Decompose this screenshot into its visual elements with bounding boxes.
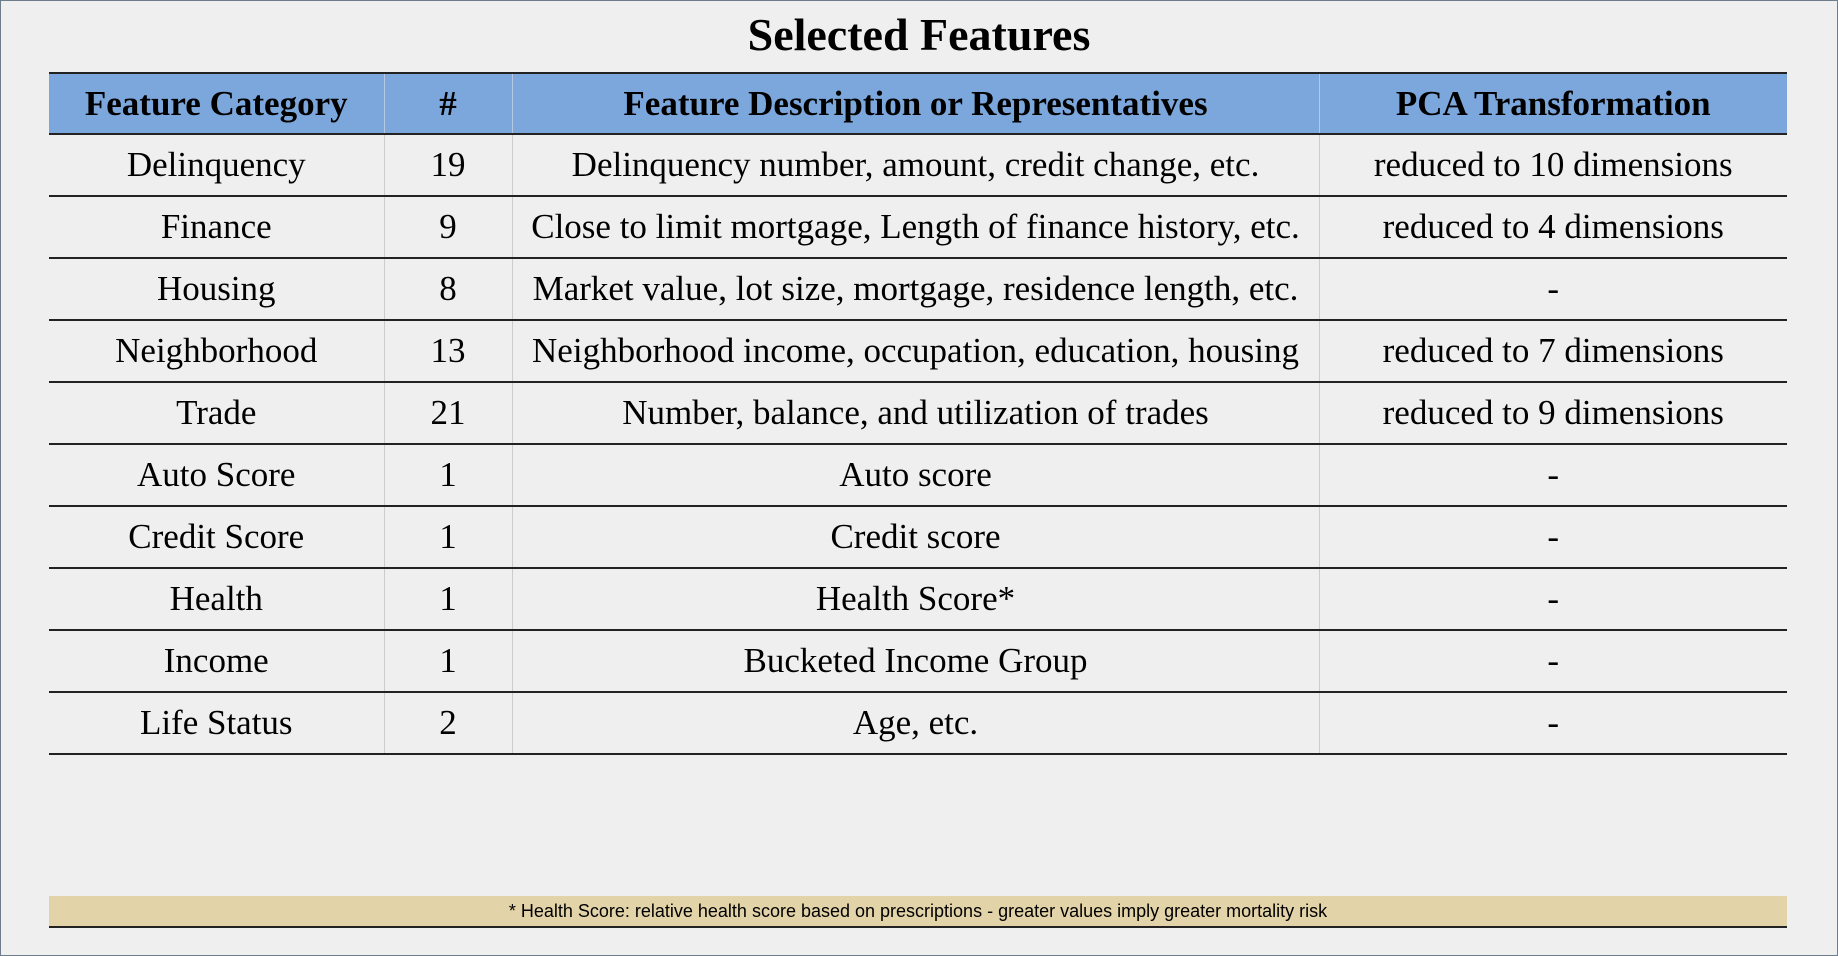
table-cell: - [1318,692,1787,755]
table-row: Life Status 2 Age, etc. - [49,692,1787,755]
table-row: Trade 21 Number, balance, and utilization … [49,382,1787,445]
header-cell: Feature Category [49,72,385,135]
table-row: Finance 9 Close to limit mortgage, Length … [49,196,1787,259]
table-cell: - [1318,444,1787,507]
table-cell: 1 [383,444,513,507]
table-row: Credit Score 1 Credit score - [49,506,1787,569]
table-cell: Auto Score [49,444,385,507]
table-cell: reduced to 9 dimensions [1318,382,1787,445]
title: Selected Features [747,9,1091,60]
table-cell: Age, etc. [511,692,1320,755]
header-cell: # [383,72,513,135]
table-cell: reduced to 10 dimensions [1318,134,1787,197]
table-cell: 19 [383,134,513,197]
table-cell: Auto score [511,444,1320,507]
table-cell: Income [49,630,385,693]
table-cell: 1 [383,568,513,631]
table-cell: Neighborhood income, occupation, educati… [511,320,1320,383]
table-cell: Credit score [511,506,1320,569]
table-row: Auto Score 1 Auto score - [49,444,1787,507]
table-cell: reduced to 4 dimensions [1318,196,1787,259]
table-cell: 2 [383,692,513,755]
table-cell: Life Status [49,692,385,755]
table-body: Delinquency 19 Delinquency number, amount,… [49,134,1787,755]
table-cell: 13 [383,320,513,383]
table-cell: Credit Score [49,506,385,569]
table-cell: 21 [383,382,513,445]
table-cell: Neighborhood [49,320,385,383]
table-cell: Health Score* [511,568,1320,631]
table-cell: 1 [383,630,513,693]
table-cell: Number, balance, and utilization of trad… [511,382,1320,445]
header-row: Feature Category # Feature Description or … [49,72,1787,135]
table-cell: Close to limit mortgage, Length of finan… [511,196,1320,259]
header-cell: PCA Transformation [1318,72,1787,135]
table-cell: Delinquency [49,134,385,197]
table-row: Income 1 Bucketed Income Group - [49,630,1787,693]
table-cell: Health [49,568,385,631]
table-row: Delinquency 19 Delinquency number, amount,… [49,134,1787,197]
table-cell: reduced to 7 dimensions [1318,320,1787,383]
table-cell: Market value, lot size, mortgage, reside… [511,258,1320,321]
table-row: Health 1 Health Score* - [49,568,1787,631]
table-cell: Housing [49,258,385,321]
table-cell: 9 [383,196,513,259]
features-table: Feature Category # Feature Description or … [49,72,1787,755]
table-cell: - [1318,568,1787,631]
table-cell: Delinquency number, amount, credit chang… [511,134,1320,197]
table-cell: 8 [383,258,513,321]
table-cell: - [1318,506,1787,569]
table-row: Neighborhood 13 Neighborhood income, occup… [49,320,1787,383]
table-cell: Trade [49,382,385,445]
table-cell: - [1318,258,1787,321]
table-row: Housing 8 Market value, lot size, mortgage… [49,258,1787,321]
table-cell: Finance [49,196,385,259]
table-cell: Bucketed Income Group [511,630,1320,693]
table-cell: - [1318,630,1787,693]
header-cell: Feature Description or Representatives [511,72,1320,135]
footnote: * Health Score: relative health score ba… [49,896,1787,928]
table-cell: 1 [383,506,513,569]
